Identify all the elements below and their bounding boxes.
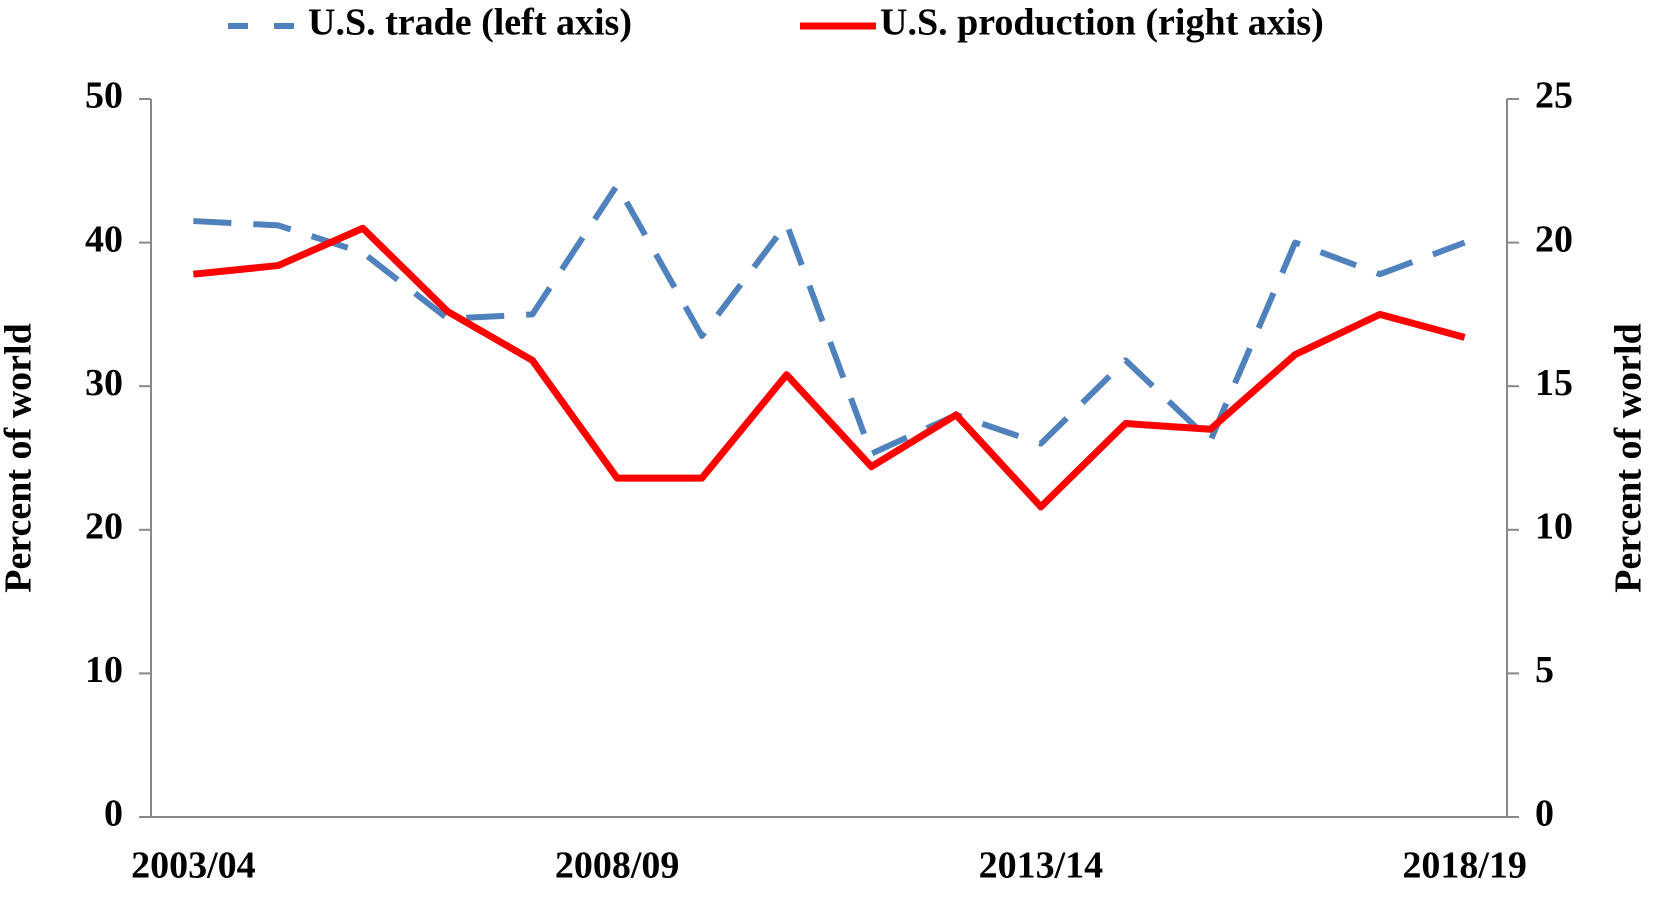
y-tick-label: 40 <box>85 218 123 260</box>
x-tick-label: 2008/09 <box>555 845 680 887</box>
y2-tick-label: 20 <box>1535 218 1573 260</box>
y-tick-label: 30 <box>85 362 123 404</box>
x-tick-label: 2013/14 <box>979 845 1104 887</box>
y-axis-title: Percent of world <box>0 323 40 592</box>
y2-axis-title: Percent of world <box>1608 323 1650 592</box>
y2-tick-label: 25 <box>1535 75 1573 117</box>
y2-tick-label: 5 <box>1535 649 1554 691</box>
y-tick-label: 50 <box>85 75 123 117</box>
y-tick-label: 0 <box>104 793 123 835</box>
y2-tick-label: 10 <box>1535 506 1573 548</box>
y-tick-label: 10 <box>85 649 123 691</box>
legend-label: U.S. production (right axis) <box>880 2 1324 44</box>
x-tick-label: 2003/04 <box>131 845 256 887</box>
y2-tick-label: 0 <box>1535 793 1554 835</box>
legend-label: U.S. trade (left axis) <box>308 2 632 44</box>
y2-tick-label: 15 <box>1535 362 1573 404</box>
series-line <box>193 182 1466 457</box>
x-tick-label: 2018/19 <box>1402 845 1527 887</box>
series-line <box>193 224 1466 511</box>
y-tick-label: 20 <box>85 506 123 548</box>
